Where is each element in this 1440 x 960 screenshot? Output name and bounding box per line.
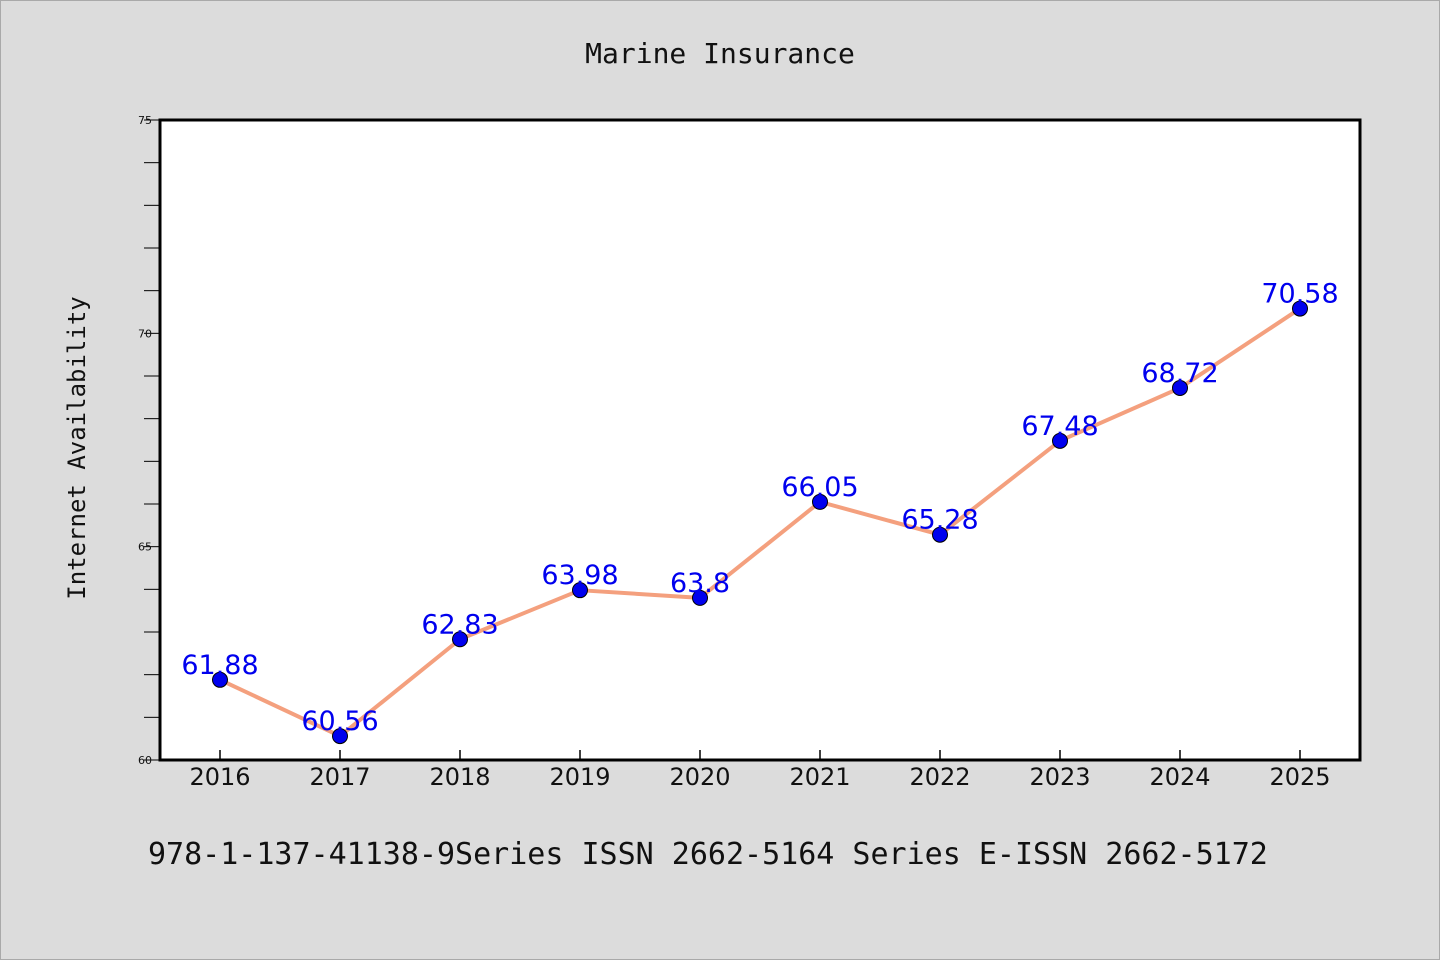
data-point xyxy=(212,671,228,688)
data-point xyxy=(1292,300,1308,317)
x-tick-label: 2018 xyxy=(429,763,490,791)
chart-title: Marine Insurance xyxy=(585,37,855,70)
data-label: 70.58 xyxy=(1261,279,1338,310)
x-axis-ticks: 2016 2017 2018 2019 2020 2021 2022 2023 2024 2025 xyxy=(189,750,1331,791)
data-label: 67.48 xyxy=(1021,411,1098,442)
data-point xyxy=(932,526,948,543)
data-point xyxy=(1052,432,1068,449)
data-label: 65.28 xyxy=(901,505,978,536)
x-tick-label: 2023 xyxy=(1029,763,1090,791)
data-point xyxy=(332,728,348,745)
y-tick-label: 75 xyxy=(138,114,152,127)
x-tick-label: 2017 xyxy=(309,763,370,791)
footer-text: 978-1-137-41138-9Series ISSN 2662-5164 S… xyxy=(148,837,1268,872)
x-tick-label: 2024 xyxy=(1149,763,1210,791)
data-point xyxy=(452,631,468,648)
y-tick-label: 65 xyxy=(138,541,152,554)
y-tick-label: 60 xyxy=(138,754,152,767)
y-tick-label: 70 xyxy=(138,327,152,340)
data-label: 66.05 xyxy=(781,472,858,503)
data-label: 62.83 xyxy=(421,609,498,640)
data-point xyxy=(812,493,828,510)
y-axis-ticks: 60 65 70 75 xyxy=(138,114,160,767)
x-tick-label: 2019 xyxy=(549,763,610,791)
series-line xyxy=(219,306,1302,739)
data-label: 60.56 xyxy=(301,706,378,737)
data-point xyxy=(1172,379,1188,396)
x-tick-label: 2021 xyxy=(789,763,850,791)
data-label: 63.8 xyxy=(670,568,730,599)
x-tick-label: 2025 xyxy=(1269,763,1330,791)
data-point xyxy=(692,589,708,606)
data-label: 63.98 xyxy=(541,560,618,591)
x-tick-label: 2016 xyxy=(189,763,250,791)
data-point xyxy=(572,582,588,599)
plot-area xyxy=(158,118,1362,762)
data-label: 68.72 xyxy=(1141,358,1218,389)
data-label: 61.88 xyxy=(181,650,258,681)
series-markers xyxy=(212,300,1308,745)
y-axis-label: Internet Availability xyxy=(63,296,91,599)
x-tick-label: 2020 xyxy=(669,763,730,791)
data-labels: 61.88 60.56 62.83 63.98 63.8 66.05 65.28 67.48 6… xyxy=(181,279,1338,738)
x-tick-label: 2022 xyxy=(909,763,970,791)
